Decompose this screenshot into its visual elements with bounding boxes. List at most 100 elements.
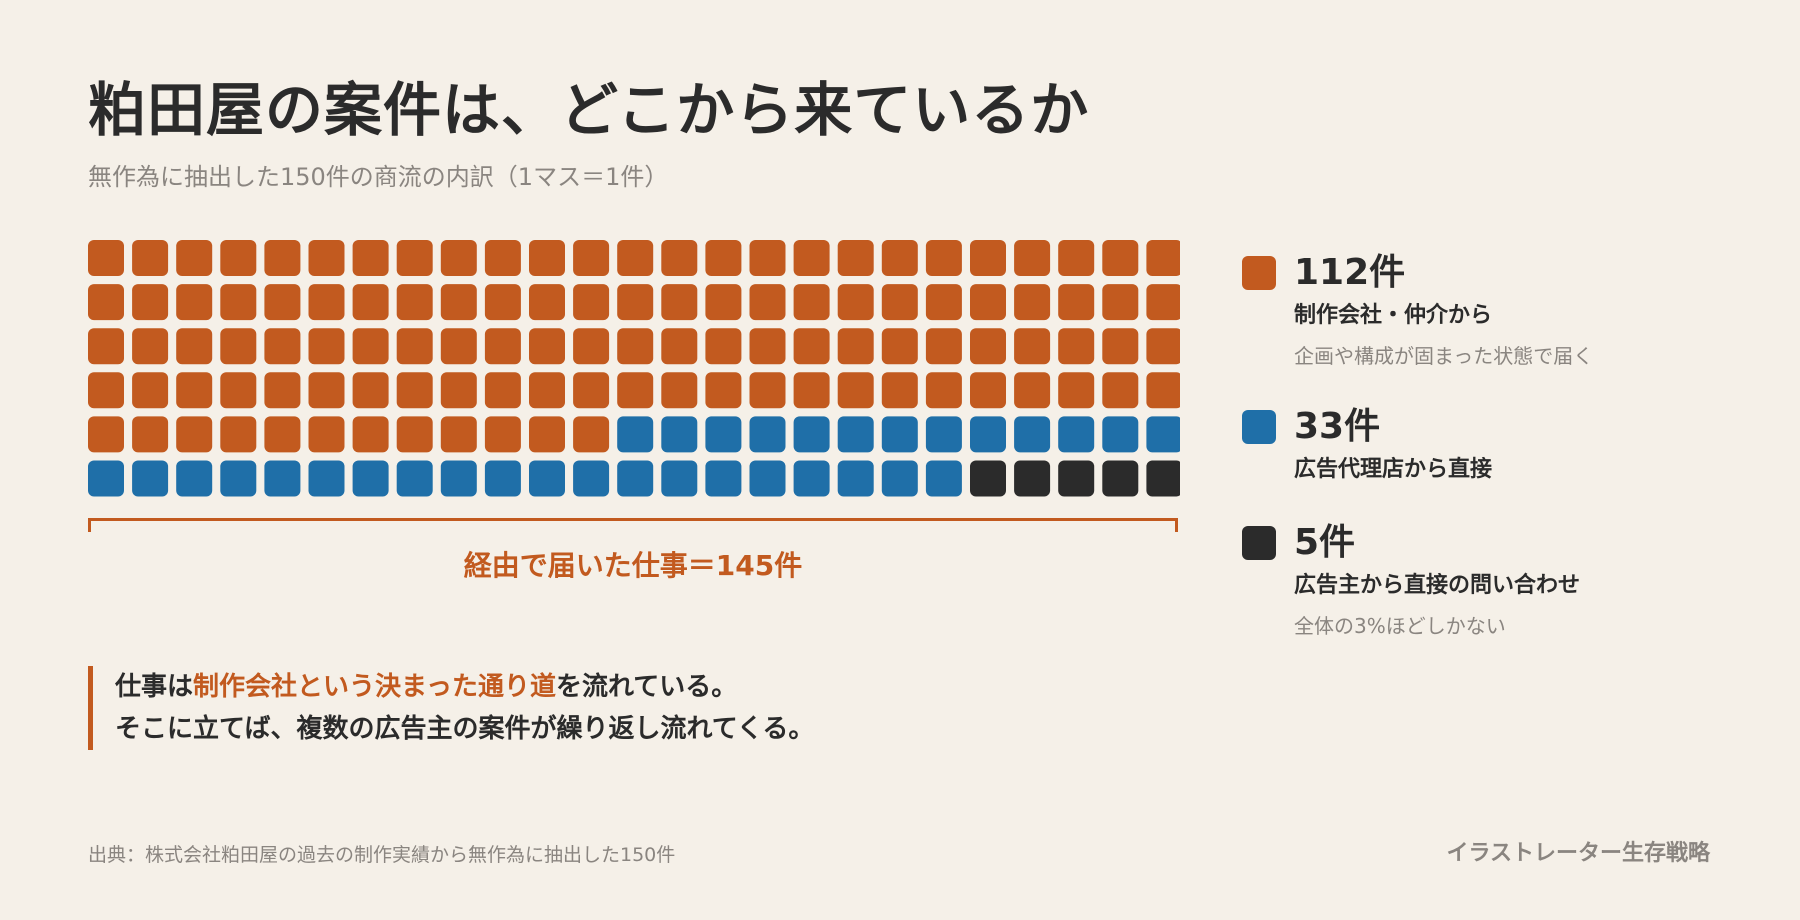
callout-text: を流れている。 [555, 672, 738, 702]
waffle-cell [88, 284, 124, 321]
waffle-cell [881, 460, 918, 497]
waffle-cell [705, 416, 742, 453]
waffle-cell [617, 240, 654, 276]
waffle-cell [308, 284, 345, 321]
waffle-cell [573, 240, 610, 276]
waffle-cell [352, 372, 389, 409]
waffle-cell [970, 460, 1006, 497]
waffle-cell [132, 240, 169, 276]
waffle-cell [1102, 240, 1139, 276]
subtitle: 無作為に抽出した150件の商流の内訳（1マス＝1件） [88, 163, 669, 191]
legend-swatch-agency [1242, 256, 1276, 290]
waffle-cell [1058, 416, 1095, 453]
waffle-cell [1058, 372, 1095, 409]
waffle-cell [176, 372, 213, 409]
waffle-cell [220, 460, 257, 497]
waffle-cell [837, 328, 874, 365]
legend-label: 広告主から直接の問い合わせ [1294, 573, 1581, 598]
waffle-cell [484, 460, 521, 497]
footer-source: 出典：株式会社粕田屋の過去の制作実績から無作為に抽出した150件 [88, 844, 676, 866]
waffle-cell [529, 240, 565, 276]
waffle-cell [1014, 460, 1051, 497]
bracket [88, 518, 1178, 532]
waffle-cell [529, 460, 565, 497]
waffle-cell [881, 240, 918, 276]
legend-item-ad-agency: 33件 広告代理店から直接 [1242, 404, 1593, 486]
waffle-cell [749, 284, 786, 321]
waffle-cell [661, 328, 698, 365]
waffle-cell [264, 416, 301, 453]
waffle-cell [970, 372, 1006, 409]
waffle-cell [925, 240, 962, 276]
legend-label: 広告代理店から直接 [1294, 457, 1493, 482]
waffle-cell [352, 284, 389, 321]
waffle-cell [617, 460, 654, 497]
waffle-cell [1058, 240, 1095, 276]
waffle-cell [529, 416, 565, 453]
waffle-chart [88, 240, 1180, 497]
waffle-cell [440, 416, 477, 453]
waffle-cell [440, 240, 477, 276]
waffle-cell [396, 240, 433, 276]
waffle-cell [793, 372, 830, 409]
waffle-cell [970, 328, 1006, 365]
waffle-cell [705, 460, 742, 497]
waffle-cell [264, 240, 301, 276]
waffle-cell [1014, 372, 1051, 409]
waffle-cell [352, 460, 389, 497]
waffle-cell [837, 240, 874, 276]
waffle-cell [661, 460, 698, 497]
waffle-cell [396, 284, 433, 321]
bracket-label: 経由で届いた仕事＝145件 [463, 549, 803, 582]
waffle-cell [396, 328, 433, 365]
legend-item-direct: 5件 広告主から直接の問い合わせ 全体の3%ほどしかない [1242, 520, 1593, 640]
waffle-cell [1058, 284, 1095, 321]
waffle-cell [440, 328, 477, 365]
legend-count: 5件 [1294, 522, 1356, 563]
callout: 仕事は制作会社という決まった通り道を流れている。 そこに立てば、複数の広告主の案… [88, 666, 814, 750]
waffle-cell [396, 372, 433, 409]
waffle-cell [1146, 284, 1180, 321]
waffle-cell [264, 284, 301, 321]
waffle-cell [837, 460, 874, 497]
waffle-cell [176, 416, 213, 453]
legend-note: 全体の3%ほどしかない [1294, 614, 1506, 638]
waffle-cell [1146, 328, 1180, 365]
waffle-cell [881, 372, 918, 409]
waffle-cell [925, 372, 962, 409]
waffle-cell [749, 416, 786, 453]
waffle-cell [352, 328, 389, 365]
waffle-cell [749, 372, 786, 409]
waffle-cell [484, 372, 521, 409]
legend-label: 制作会社・仲介から [1294, 303, 1493, 328]
waffle-cell [132, 416, 169, 453]
waffle-cell [573, 328, 610, 365]
waffle-cell [661, 240, 698, 276]
page-title: 粕田屋の案件は、どこから来ているか [88, 76, 1090, 144]
waffle-cell [1058, 460, 1095, 497]
legend: 112件 制作会社・仲介から 企画や構成が固まった状態で届く 33件 広告代理店… [1242, 250, 1593, 640]
waffle-cell [484, 240, 521, 276]
waffle-cell [132, 328, 169, 365]
waffle-cell [749, 328, 786, 365]
waffle-cell [264, 460, 301, 497]
waffle-cell [573, 284, 610, 321]
waffle-cell [617, 328, 654, 365]
waffle-cell [176, 460, 213, 497]
waffle-cell [88, 460, 124, 497]
waffle-cell [529, 284, 565, 321]
waffle-cell [925, 284, 962, 321]
callout-highlight: 制作会社という決まった通り道 [193, 672, 556, 702]
waffle-cell [573, 372, 610, 409]
waffle-cell [970, 284, 1006, 321]
waffle-cell [881, 328, 918, 365]
waffle-cell [529, 328, 565, 365]
waffle-cell [793, 240, 830, 276]
waffle-cell [970, 416, 1006, 453]
waffle-cell [925, 460, 962, 497]
footer-brand: イラストレーター生存戦略 [1446, 841, 1710, 866]
waffle-cell [661, 284, 698, 321]
waffle-cell [220, 240, 257, 276]
waffle-cell [661, 416, 698, 453]
waffle-cell [308, 328, 345, 365]
